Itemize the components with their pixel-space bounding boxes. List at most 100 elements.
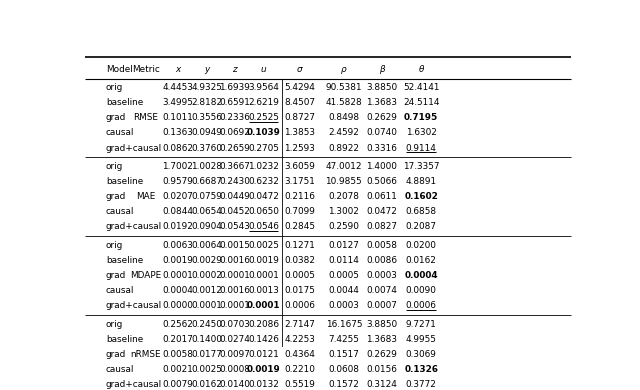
Text: 0.0140: 0.0140: [220, 380, 250, 390]
Text: 0.0003: 0.0003: [366, 271, 397, 280]
Text: 0.1572: 0.1572: [328, 380, 359, 390]
Text: 7.4255: 7.4255: [328, 335, 359, 344]
Text: 0.2116: 0.2116: [284, 192, 315, 202]
Text: 8.4507: 8.4507: [284, 98, 316, 108]
Text: 0.0074: 0.0074: [366, 286, 397, 296]
Text: baseline: baseline: [106, 177, 143, 186]
Text: 0.0200: 0.0200: [406, 241, 436, 250]
Text: 0.0015: 0.0015: [220, 241, 250, 250]
Text: 0.0086: 0.0086: [366, 256, 397, 266]
Text: 2.4592: 2.4592: [328, 128, 359, 138]
Text: 1.3683: 1.3683: [366, 335, 397, 344]
Text: θ: θ: [419, 66, 424, 74]
Text: grad: grad: [106, 271, 126, 280]
Text: 24.5114: 24.5114: [403, 98, 440, 108]
Text: Model: Model: [106, 66, 132, 74]
Text: 0.0192: 0.0192: [163, 222, 193, 232]
Text: 0.0001: 0.0001: [191, 301, 223, 310]
Text: 0.2450: 0.2450: [191, 320, 223, 330]
Text: 0.0543: 0.0543: [220, 222, 250, 232]
Text: 0.0608: 0.0608: [328, 365, 360, 374]
Text: 0.2336: 0.2336: [220, 113, 250, 122]
Text: causal: causal: [106, 365, 134, 374]
Text: 0.9579: 0.9579: [163, 177, 193, 186]
Text: 0.0013: 0.0013: [248, 286, 279, 296]
Text: 1.6939: 1.6939: [220, 83, 250, 92]
Text: 0.0759: 0.0759: [191, 192, 223, 202]
Text: grad+causal: grad+causal: [106, 380, 162, 390]
Text: 0.3069: 0.3069: [406, 350, 436, 360]
Text: 0.6687: 0.6687: [191, 177, 223, 186]
Text: 3.8850: 3.8850: [366, 320, 397, 330]
Text: 0.0692: 0.0692: [220, 128, 250, 138]
Text: 0.0827: 0.0827: [366, 222, 397, 232]
Text: orig: orig: [106, 241, 123, 250]
Text: grad+causal: grad+causal: [106, 301, 162, 310]
Text: 0.0021: 0.0021: [163, 365, 193, 374]
Text: 0.0740: 0.0740: [366, 128, 397, 138]
Text: 0.2590: 0.2590: [328, 222, 359, 232]
Text: 0.0162: 0.0162: [191, 380, 223, 390]
Text: 3.8850: 3.8850: [366, 83, 397, 92]
Text: 16.1675: 16.1675: [326, 320, 362, 330]
Text: 2.6219: 2.6219: [248, 98, 279, 108]
Text: 0.0012: 0.0012: [191, 286, 223, 296]
Text: 0.2525: 0.2525: [248, 113, 279, 122]
Text: 0.0001: 0.0001: [163, 271, 193, 280]
Text: 0.1326: 0.1326: [404, 365, 438, 374]
Text: 0.0006: 0.0006: [406, 301, 436, 310]
Text: 0.0064: 0.0064: [191, 241, 223, 250]
Text: 1.2593: 1.2593: [284, 144, 315, 152]
Text: 0.0007: 0.0007: [366, 301, 397, 310]
Text: 0.2430: 0.2430: [220, 177, 250, 186]
Text: 47.0012: 47.0012: [326, 162, 362, 172]
Text: 0.9114: 0.9114: [406, 144, 436, 152]
Text: causal: causal: [106, 286, 134, 296]
Text: 3.1751: 3.1751: [284, 177, 315, 186]
Text: ρ: ρ: [341, 66, 347, 74]
Text: 0.2562: 0.2562: [163, 320, 193, 330]
Text: 0.0058: 0.0058: [162, 350, 193, 360]
Text: 1.3683: 1.3683: [366, 98, 397, 108]
Text: 0.0546: 0.0546: [248, 222, 279, 232]
Text: 0.8922: 0.8922: [328, 144, 360, 152]
Text: 3.9564: 3.9564: [248, 83, 279, 92]
Text: 4.8891: 4.8891: [406, 177, 437, 186]
Text: 0.8498: 0.8498: [328, 113, 360, 122]
Text: 1.3002: 1.3002: [328, 207, 359, 216]
Text: 4.9955: 4.9955: [406, 335, 436, 344]
Text: 0.0090: 0.0090: [406, 286, 436, 296]
Text: orig: orig: [106, 320, 123, 330]
Text: 0.0162: 0.0162: [406, 256, 436, 266]
Text: 0.0127: 0.0127: [328, 241, 359, 250]
Text: 0.2078: 0.2078: [328, 192, 360, 202]
Text: 1.3853: 1.3853: [284, 128, 316, 138]
Text: β: β: [379, 66, 385, 74]
Text: 0.2659: 0.2659: [220, 144, 250, 152]
Text: 0.0008: 0.0008: [220, 365, 250, 374]
Text: 0.0019: 0.0019: [246, 365, 280, 374]
Text: σ: σ: [297, 66, 303, 74]
Text: causal: causal: [106, 128, 134, 138]
Text: 0.2086: 0.2086: [248, 320, 279, 330]
Text: 0.3772: 0.3772: [406, 380, 436, 390]
Text: 0.0097: 0.0097: [220, 350, 250, 360]
Text: 1.0028: 1.0028: [191, 162, 223, 172]
Text: 0.0005: 0.0005: [284, 271, 315, 280]
Text: 0.0207: 0.0207: [163, 192, 193, 202]
Text: 1.4000: 1.4000: [366, 162, 397, 172]
Text: x: x: [175, 66, 180, 74]
Text: grad+causal: grad+causal: [106, 144, 162, 152]
Text: 0.0844: 0.0844: [162, 207, 193, 216]
Text: 0.1400: 0.1400: [191, 335, 223, 344]
Text: 3.4995: 3.4995: [163, 98, 193, 108]
Text: 4.9325: 4.9325: [191, 83, 223, 92]
Text: 0.0001: 0.0001: [220, 301, 250, 310]
Text: 0.0001: 0.0001: [247, 301, 280, 310]
Text: 0.0132: 0.0132: [248, 380, 279, 390]
Text: 0.2087: 0.2087: [406, 222, 436, 232]
Text: 0.7195: 0.7195: [404, 113, 438, 122]
Text: 0.4364: 0.4364: [284, 350, 315, 360]
Text: 0.1602: 0.1602: [404, 192, 438, 202]
Text: z: z: [232, 66, 237, 74]
